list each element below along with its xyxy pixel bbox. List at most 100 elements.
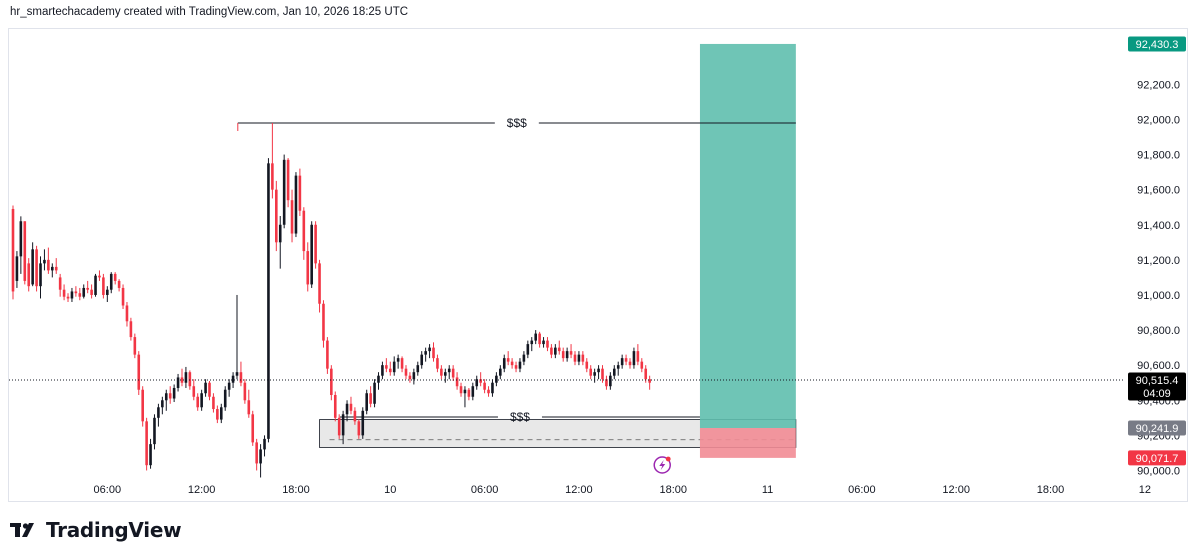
stop-price-tag-bg [1128, 450, 1186, 466]
candle-body [605, 379, 608, 387]
candle-body [408, 375, 412, 380]
time-tick-label: 06:00 [471, 484, 499, 496]
candle-body [447, 368, 451, 373]
candle-body [526, 344, 530, 355]
candle-body [609, 375, 612, 387]
candle-body [459, 386, 463, 394]
candle-body [121, 287, 125, 306]
candle-body [581, 354, 585, 362]
candle-body [400, 358, 404, 369]
candle-body [184, 372, 188, 383]
candle-body [436, 358, 439, 369]
candle-body [255, 442, 258, 464]
price-chart[interactable]: $$$$$$ 90,000.090,200.090,400.090,600.09… [0, 0, 1199, 510]
target-price-tag-bg [1128, 36, 1186, 52]
candle-body [200, 393, 203, 408]
target-price-tag: 92,430.3 [1136, 39, 1179, 51]
candle-body [444, 372, 447, 376]
candle-body [557, 347, 561, 352]
candle-body [180, 377, 184, 383]
candle-body [113, 273, 117, 281]
last-price-tag-countdown: 04:09 [1143, 388, 1171, 400]
candle-body [353, 410, 357, 422]
candle-body [514, 365, 518, 369]
candle-body [333, 395, 337, 418]
last-price-tag: 90,515.4 [1136, 375, 1179, 387]
candle-body [420, 354, 424, 366]
candle-body [392, 361, 396, 373]
candle-body [542, 340, 545, 345]
candle-body [322, 303, 325, 341]
price-tick-label: 90,800.0 [1137, 325, 1180, 337]
candle-body [227, 382, 231, 390]
candle-body [616, 365, 620, 369]
candle-body [589, 368, 593, 376]
zones-layer [319, 43, 797, 458]
candle-body [188, 372, 192, 387]
time-tick-label: 11 [762, 484, 773, 496]
candle-body [98, 275, 101, 278]
candle-body [561, 351, 565, 359]
candle-body [487, 389, 490, 394]
candle-body [601, 368, 604, 380]
candle-body [310, 224, 313, 285]
candle-body [506, 358, 510, 362]
candle-body [502, 358, 506, 369]
candle-body [467, 389, 471, 397]
candle-body [70, 291, 74, 299]
stop-zone [699, 428, 796, 458]
candle-body [109, 273, 113, 290]
candle-body [404, 368, 408, 376]
candle-body [337, 417, 341, 436]
candles-layer [11, 122, 671, 478]
price-tick-label: 91,400.0 [1137, 220, 1180, 232]
candle-body [306, 251, 310, 285]
candle-body [102, 277, 105, 295]
candle-body [149, 444, 152, 466]
marker-dot [665, 456, 671, 462]
candle-body [314, 224, 317, 264]
candle-body [648, 379, 651, 383]
price-tick-label: 92,000.0 [1137, 114, 1180, 126]
lightning-bolt-glyph [659, 460, 666, 470]
time-tick-label: 18:00 [1037, 484, 1065, 496]
candle-body [290, 200, 294, 234]
candle-body [628, 361, 632, 366]
candle-body [23, 221, 27, 281]
candle-body [298, 175, 302, 211]
candle-body [31, 249, 34, 285]
candle-body [212, 396, 215, 410]
candle-body [161, 400, 164, 408]
candle-body [440, 368, 443, 376]
candle-body [125, 305, 129, 322]
candle-body [597, 368, 600, 373]
candle-body [282, 159, 286, 225]
candle-body [74, 291, 78, 294]
candle-body [223, 389, 227, 408]
stop-price-tag: 90,071.7 [1136, 453, 1179, 465]
candle-body [636, 351, 640, 362]
candle-body [62, 289, 66, 297]
candle-body [349, 403, 353, 411]
candle-body [428, 347, 431, 352]
tradingview-logo[interactable]: TradingView [10, 518, 182, 542]
candle-body [286, 159, 290, 201]
candle-body [455, 377, 459, 387]
time-tick-label: 18:00 [659, 484, 687, 496]
candle-body [267, 163, 270, 439]
candle-body [624, 358, 628, 362]
candle-body [510, 361, 514, 366]
candle-body [208, 382, 211, 397]
candle-body [294, 175, 298, 234]
candle-body [412, 372, 416, 380]
candle-body [192, 386, 196, 397]
candle-body [66, 296, 70, 299]
candle-body [176, 377, 180, 388]
candle-body [357, 421, 361, 436]
candle-body [424, 351, 427, 355]
time-tick-label: 12:00 [188, 484, 216, 496]
candle-body [495, 375, 498, 383]
candle-body [585, 361, 589, 369]
candle-body [204, 382, 207, 394]
time-tick-label: 12 [1139, 484, 1151, 496]
